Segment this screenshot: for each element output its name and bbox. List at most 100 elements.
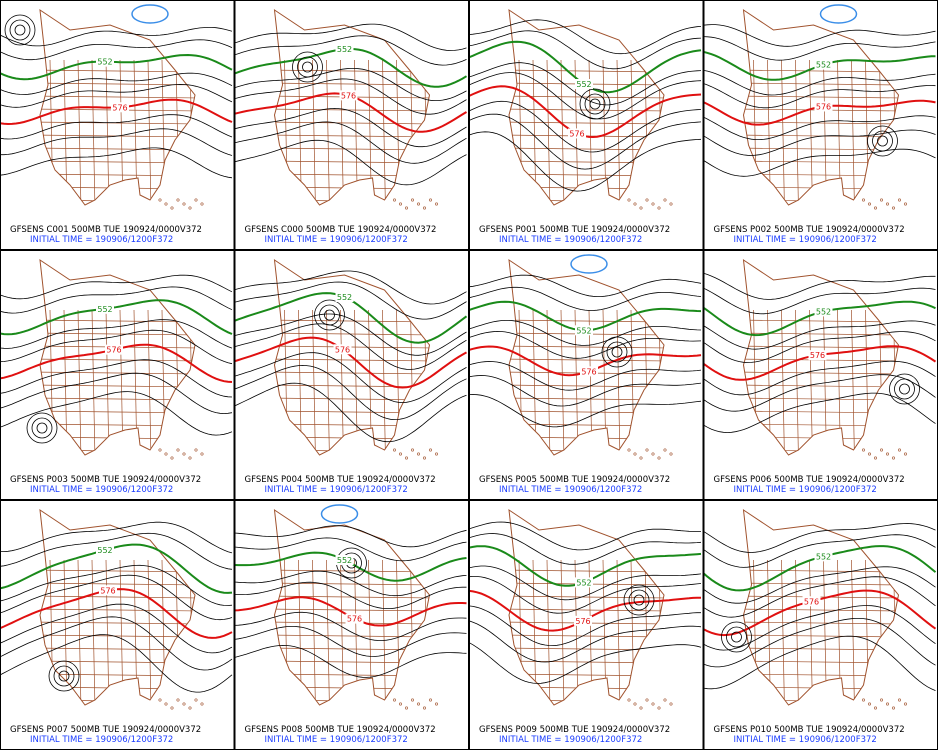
island bbox=[862, 448, 866, 452]
closed-low bbox=[31, 417, 53, 439]
height-contour bbox=[703, 331, 936, 363]
state-line bbox=[91, 59, 96, 205]
state-line bbox=[509, 634, 664, 638]
panel-caption: GFSENS P003 500MB TUE 190924/0000V372 bbox=[10, 475, 201, 485]
state-line bbox=[382, 59, 386, 205]
state-line bbox=[743, 134, 899, 138]
label-bg bbox=[814, 59, 833, 70]
island bbox=[399, 452, 403, 456]
height-contour bbox=[469, 394, 702, 428]
label-bg bbox=[575, 325, 593, 336]
island bbox=[892, 706, 896, 710]
initial-time: INITIAL TIME = 190906/1200F372 bbox=[734, 235, 877, 245]
island bbox=[862, 698, 866, 702]
island bbox=[657, 206, 661, 210]
contour-label: 552 bbox=[337, 293, 352, 302]
state-line bbox=[40, 595, 195, 599]
state-line bbox=[851, 59, 855, 205]
panel-border bbox=[234, 250, 469, 500]
state-line bbox=[743, 319, 899, 323]
height-contour bbox=[469, 361, 702, 391]
map-panel: 552 576 GFSENS P006 500MB TUE 190924/0000V… bbox=[703, 250, 938, 500]
state-line bbox=[743, 608, 899, 612]
panel-bg bbox=[469, 0, 703, 250]
island bbox=[651, 702, 655, 706]
contour-label: 576 bbox=[816, 102, 831, 111]
island bbox=[874, 456, 878, 460]
panel-border bbox=[234, 0, 469, 250]
panel-content: 552 576 GFSENS P005 500MB TUE 190924/0000V… bbox=[469, 250, 703, 500]
height-contour bbox=[234, 644, 467, 678]
height-contour bbox=[0, 372, 233, 414]
height-contour bbox=[234, 352, 467, 403]
island bbox=[182, 202, 186, 206]
height-contour bbox=[703, 576, 936, 618]
panel-caption: GFSENS C001 500MB TUE 190924/0000V372 bbox=[10, 225, 202, 235]
island bbox=[170, 456, 174, 460]
state-line bbox=[40, 371, 195, 375]
island bbox=[164, 702, 168, 706]
island bbox=[417, 202, 421, 206]
closed-low bbox=[4, 14, 36, 46]
height-contour bbox=[469, 286, 702, 311]
closed-low bbox=[726, 626, 747, 648]
island bbox=[200, 702, 204, 706]
initial-time: INITIAL TIME = 190906/1200F372 bbox=[499, 735, 642, 745]
island bbox=[868, 202, 872, 206]
island bbox=[170, 706, 174, 710]
initial-time: INITIAL TIME = 190906/1200F372 bbox=[734, 485, 877, 495]
height-contour bbox=[234, 581, 467, 609]
height-contour bbox=[0, 521, 233, 554]
state-line bbox=[340, 559, 344, 705]
panel-content: 552 576 GFSENS P010 500MB TUE 190924/0000V… bbox=[703, 500, 938, 750]
state-line bbox=[743, 634, 899, 638]
coastline bbox=[508, 508, 665, 706]
low-contour-blue bbox=[819, 4, 858, 24]
height-contour bbox=[234, 68, 467, 101]
state-line bbox=[40, 608, 195, 612]
state-line bbox=[743, 569, 899, 573]
panel-bg bbox=[0, 0, 234, 250]
state-line bbox=[509, 595, 664, 599]
island bbox=[639, 456, 643, 460]
height-contour bbox=[703, 635, 936, 691]
island bbox=[669, 702, 673, 706]
height-contour bbox=[703, 24, 936, 47]
panel-bg bbox=[703, 0, 938, 250]
island bbox=[904, 702, 908, 706]
height-contour bbox=[234, 313, 467, 356]
island bbox=[657, 706, 661, 710]
closed-low bbox=[58, 670, 70, 682]
panel-caption: GFSENS P004 500MB TUE 190924/0000V372 bbox=[245, 475, 436, 485]
label-bg bbox=[802, 596, 821, 607]
height-contour bbox=[469, 642, 702, 684]
island bbox=[417, 452, 421, 456]
state-line bbox=[616, 59, 621, 205]
state-line bbox=[274, 595, 430, 599]
closed-low bbox=[319, 304, 340, 326]
contour-label: 576 bbox=[575, 617, 590, 626]
panel-content: 552 576 GFSENS P008 500MB TUE 190924/0000V… bbox=[234, 500, 469, 750]
island bbox=[194, 198, 198, 202]
island bbox=[158, 448, 162, 452]
height-contour bbox=[0, 27, 233, 47]
closed-low bbox=[292, 51, 323, 83]
island bbox=[411, 198, 415, 202]
label-bg bbox=[575, 79, 593, 90]
island bbox=[423, 456, 427, 460]
contour-label: 576 bbox=[106, 346, 121, 355]
map-panel: 552 576 GFSENS P007 500MB TUE 190924/0000V… bbox=[0, 500, 235, 750]
low-contour-blue bbox=[131, 4, 169, 24]
island bbox=[663, 698, 667, 702]
coastline bbox=[273, 258, 431, 456]
contour-label: 552 bbox=[337, 556, 352, 565]
state-line bbox=[40, 319, 195, 323]
closed-low bbox=[302, 61, 313, 73]
coastline bbox=[508, 8, 665, 206]
initial-time: INITIAL TIME = 190906/1200F372 bbox=[265, 235, 408, 245]
island bbox=[399, 702, 403, 706]
height-contour bbox=[469, 576, 702, 614]
island bbox=[669, 452, 673, 456]
panel-bg bbox=[234, 250, 469, 500]
closed-low bbox=[14, 24, 26, 36]
